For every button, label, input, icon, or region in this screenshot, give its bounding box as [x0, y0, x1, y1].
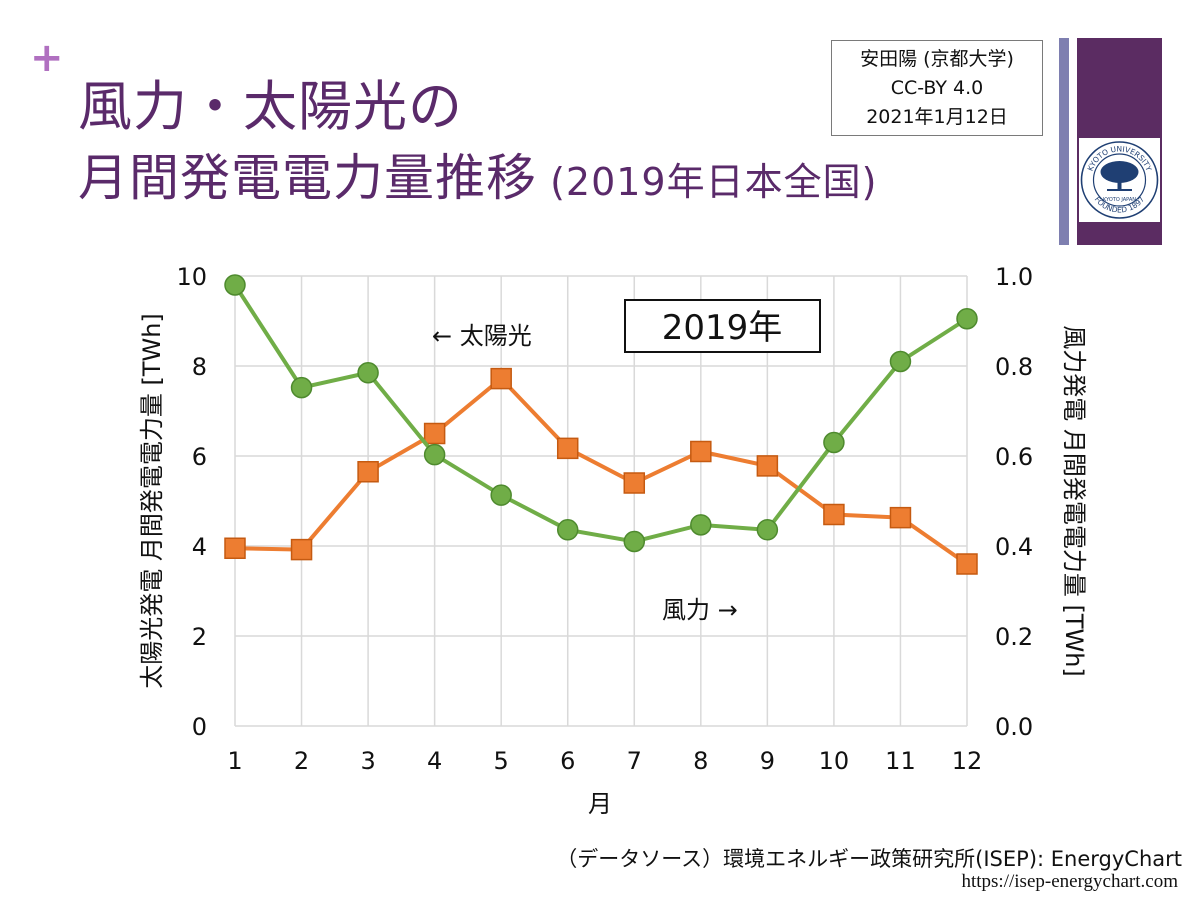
y-tick-right: 0.2	[995, 623, 1033, 651]
y-axis-label-left: 太陽光発電 月間発電電力量 [TWh]	[138, 313, 166, 689]
title-main: 月間発電電力量推移	[78, 149, 537, 207]
series-line-solar	[234, 375, 969, 566]
solar-point	[423, 422, 446, 445]
solar-point	[224, 537, 246, 559]
wind-point	[956, 308, 978, 330]
axis-ticks: 0 0.02 0.24 0.46 0.68 0.810 1.01 2 3 4 5 6 7 8 9 10 11 12	[176, 263, 1033, 775]
credit-date: 2021年1月12日	[866, 106, 1008, 128]
y-tick-left: 8	[192, 353, 207, 381]
x-tick: 10	[819, 747, 850, 775]
solar-annotation: ← 太陽光	[432, 322, 532, 350]
wind-point	[756, 519, 779, 541]
data-source: （データソース）環境エネルギー政策研究所(ISEP): EnergyChart	[556, 847, 1182, 871]
y-tick-right: 0.4	[995, 533, 1033, 561]
slide-title-line2: 月間発電電力量推移 (2019年日本全国)	[78, 138, 877, 210]
wind-point	[823, 431, 845, 454]
solar-point	[556, 437, 579, 460]
tree-icon	[1100, 161, 1139, 191]
accent-bar	[1059, 38, 1069, 245]
y-tick-left: 2	[192, 623, 207, 651]
wind-point	[556, 519, 579, 541]
y-tick-right: 0.6	[995, 443, 1033, 471]
x-tick: 12	[952, 747, 983, 775]
wind-point	[224, 274, 246, 296]
series-wind	[224, 274, 978, 553]
y-tick-left: 6	[192, 443, 207, 471]
wind-point	[290, 376, 313, 399]
plus-icon: +	[30, 35, 64, 81]
x-tick: 5	[494, 747, 509, 775]
x-tick: 9	[760, 747, 775, 775]
year-box	[624, 299, 821, 353]
x-tick: 1	[227, 747, 242, 775]
series-solar	[224, 367, 978, 575]
title-sub: (2019年日本全国)	[537, 160, 878, 204]
y-tick-right: 1.0	[995, 263, 1033, 291]
credit-box: 安田陽 (京都大学) CC-BY 4.0 2021年1月12日	[831, 40, 1043, 136]
solar-point	[357, 461, 379, 483]
x-tick: 11	[885, 747, 916, 775]
wind-point	[623, 530, 646, 553]
wind-point	[490, 484, 512, 506]
solar-point	[889, 506, 912, 529]
x-axis-label: 月	[588, 790, 612, 818]
logo-center-text: KYOTO JAPAN	[1103, 197, 1136, 203]
y-tick-right: 0.0	[995, 713, 1033, 741]
wind-point	[889, 350, 912, 373]
solar-point	[490, 367, 512, 390]
university-logo: KYOTO UNIVERSITY FOUNDED 1897 KYOTO JAPA…	[1079, 138, 1160, 222]
credit-author: 安田陽 (京都大学)	[860, 48, 1014, 70]
solar-point	[756, 455, 779, 477]
solar-point	[623, 472, 646, 494]
solar-point	[690, 440, 712, 463]
x-tick: 6	[560, 747, 575, 775]
wind-point	[357, 362, 379, 384]
x-tick: 7	[627, 747, 642, 775]
wind-annotation: 風力 →	[662, 596, 738, 624]
x-tick: 8	[693, 747, 708, 775]
solar-point	[956, 553, 978, 575]
solar-point	[290, 538, 313, 561]
slide-title-line1: 風力・太陽光の	[78, 75, 463, 138]
y-tick-left: 0	[192, 713, 207, 741]
source-url[interactable]: https://isep-energychart.com	[961, 871, 1178, 892]
y-tick-left: 4	[192, 533, 207, 561]
year-box-label: 2019年	[662, 308, 783, 348]
wind-point	[690, 514, 712, 536]
series-line-wind	[233, 283, 969, 544]
y-tick-left: 10	[176, 263, 207, 291]
y-axis-label-right: 風力発電 月間発電電力量 [TWh]	[1060, 325, 1088, 677]
credit-license: CC-BY 4.0	[890, 77, 984, 99]
y-tick-right: 0.8	[995, 353, 1033, 381]
wind-point	[423, 443, 446, 466]
solar-point	[823, 503, 845, 526]
x-tick: 3	[360, 747, 375, 775]
x-tick: 2	[294, 747, 309, 775]
x-tick: 4	[427, 747, 442, 775]
